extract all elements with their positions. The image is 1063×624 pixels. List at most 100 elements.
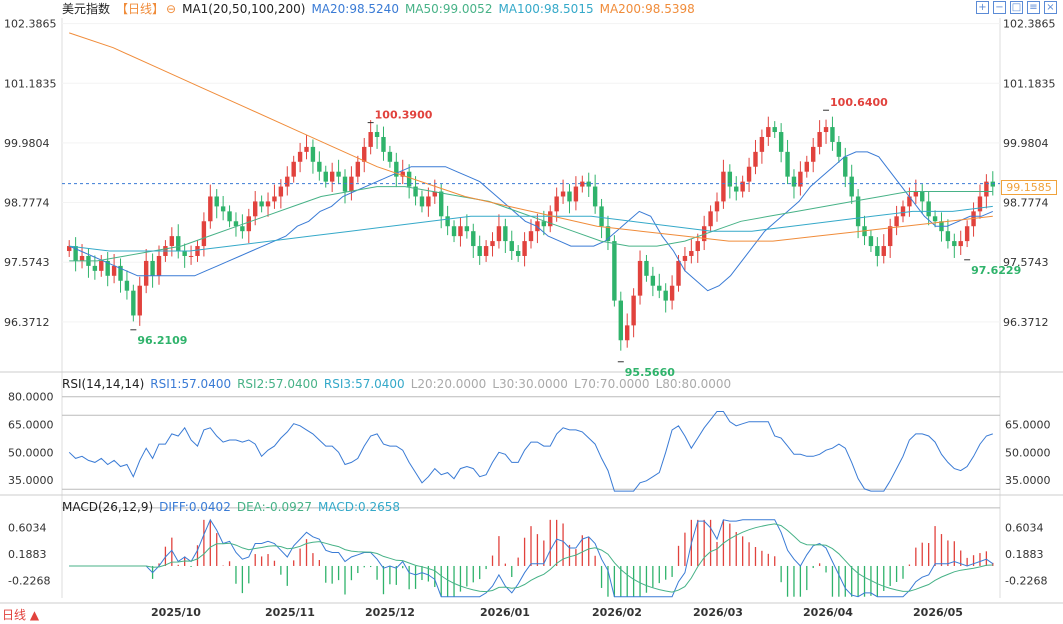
candle-body [111,265,117,276]
rsi-tick-left: 35.0000 [8,474,54,487]
candle-body [721,171,726,202]
price-tick-left: 96.3712 [4,316,50,329]
candle-body [118,265,123,281]
candle-body [567,191,572,202]
x-axis-label: 2025/12 [365,606,415,619]
candle-body [131,290,136,316]
candle-body [676,260,681,286]
x-axis-label: 2025/11 [265,606,315,619]
candle-body [952,241,957,247]
candle-body [663,290,668,301]
candle-body [445,216,450,227]
candle-body [759,136,765,152]
candle-body [201,221,207,247]
candle-body [362,146,367,162]
rsi1-value: RSI1:57.0400 [150,377,232,391]
candle-body [259,201,264,207]
candle-body [657,285,662,291]
price-tick-right: 102.3865 [1003,18,1056,31]
rsi-tick-right: 35.0000 [1005,474,1051,487]
zoom-in-icon[interactable]: + [976,1,989,14]
candle-body [817,132,822,147]
fullscreen-icon[interactable]: □ [1010,1,1023,14]
candle-body [220,206,226,212]
rsi-title[interactable]: RSI(14,14,14) [62,377,145,391]
candle-body [554,196,559,212]
candle-body [426,196,431,207]
macd-tick-right: 0.6034 [1005,521,1044,534]
rsi-tick-right: 65.0000 [1005,418,1051,431]
candle-body [227,211,232,222]
candle-body [483,246,489,256]
price-tick-right: 101.1835 [1003,77,1056,90]
candle-body [285,176,290,187]
candle-body [387,151,393,162]
candle-body [695,241,700,252]
ma-indicator-label[interactable]: MA1(20,50,100,200) [182,2,306,16]
candle-body [246,216,251,232]
candle-body [464,226,470,232]
candle-body [811,146,816,162]
macd-tick-right: 0.1883 [1005,548,1044,561]
candle-body [875,246,880,256]
candle-body [253,201,258,217]
candle-body [804,161,809,172]
candle-body [798,171,803,187]
candle-body [778,132,784,152]
candle-body [195,246,200,256]
candle-body [355,161,361,177]
candle-body [701,226,707,242]
candle-body [272,196,277,202]
candle-body [105,260,110,276]
period-label[interactable]: 【日线】 [116,2,165,16]
candle-body [79,255,85,261]
candle-body [503,226,508,242]
candle-body [304,146,309,152]
chart-settings-icon[interactable]: ⊖ [166,2,177,16]
macd-title[interactable]: MACD(26,12,9) [62,500,154,514]
candle-body [618,300,623,341]
rsi-header: RSI(14,14,14) RSI1:57.0400 RSI2:57.0400 RSI… [62,376,737,392]
candle-body [631,295,636,326]
x-axis-label: 2026/02 [592,606,642,619]
candle-body [329,171,335,182]
l30-value: L30:30.0000 [492,377,568,391]
candle-body [522,241,527,256]
price-tick-right: 97.5743 [1003,256,1049,269]
candle-body [599,206,604,227]
x-axis-label: 2026/03 [693,606,743,619]
macd-dea-line [69,523,993,593]
price-tick-left: 102.3865 [4,18,57,31]
candle-body [560,191,566,197]
candle-body [413,186,418,197]
candle-body [592,186,598,207]
candle-body [650,275,656,286]
x-axis-label: 2026/01 [480,606,530,619]
settings-icon[interactable]: ≡ [1027,1,1040,14]
candle-body [855,196,861,227]
candle-body [240,226,245,232]
candle-body [73,246,78,261]
candle-body [432,191,437,197]
candle-body [926,201,931,217]
candle-body [419,196,425,207]
candle-body [746,166,752,182]
candle-body [984,181,989,197]
candle-body [753,151,758,167]
candle-body [881,246,886,256]
candle-body [894,216,899,227]
close-icon[interactable]: × [1044,1,1057,14]
candle-body [849,176,854,197]
candle-body [317,161,322,172]
period-tab[interactable]: 日线 ▲ [2,608,40,622]
candle-body [515,251,521,256]
zoom-out-icon[interactable]: − [993,1,1006,14]
candle-body [977,196,983,212]
price-tick-right: 99.9804 [1003,137,1049,150]
ma200-value: MA200:98.5398 [599,2,695,16]
rsi3-value: RSI3:57.0400 [323,377,405,391]
candle-body [740,181,745,192]
candle-body [477,246,482,256]
candle-body [368,132,373,147]
